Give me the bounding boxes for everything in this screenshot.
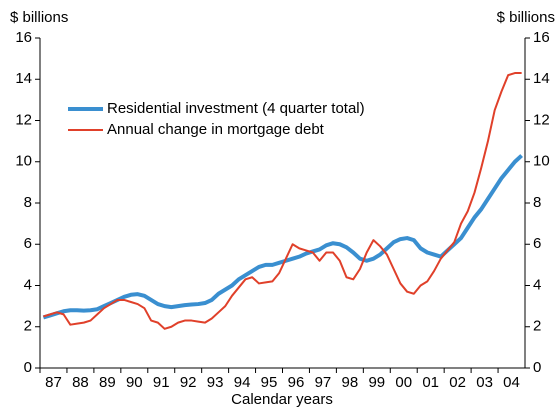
y2-tick-label: 16 [533, 29, 550, 46]
y2-tick-label: 0 [533, 359, 541, 376]
x-tick-label: 91 [153, 374, 170, 391]
y2-tick-label: 14 [533, 70, 550, 87]
y-tick-label: 10 [15, 153, 32, 170]
x-tick-label: 93 [207, 374, 224, 391]
y-tick-label: 8 [24, 194, 32, 211]
y2-tick-label: 6 [533, 235, 541, 252]
y-axis-label: $ billions [10, 9, 68, 26]
x-tick-label: 87 [45, 374, 62, 391]
y2-axis-label: $ billions [497, 9, 555, 26]
x-tick-label: 89 [99, 374, 116, 391]
legend-label: Residential investment (4 quarter total) [107, 100, 365, 117]
series-line [43, 72, 522, 330]
y-tick-label: 16 [15, 29, 32, 46]
y-tick-label: 14 [15, 70, 32, 87]
y-tick-label: 0 [24, 359, 32, 376]
series-line [42, 154, 523, 320]
x-tick-label: 96 [288, 374, 305, 391]
y2-tick-label: 2 [533, 318, 541, 335]
x-axis-label: Calendar years [231, 391, 333, 408]
y2-tick-label: 4 [533, 276, 541, 293]
x-tick-label: 90 [126, 374, 143, 391]
x-tick-label: 00 [395, 374, 412, 391]
legend-label: Annual change in mortgage debt [107, 121, 325, 138]
x-tick-label: 88 [72, 374, 89, 391]
x-tick-label: 04 [503, 374, 520, 391]
x-tick-label: 99 [368, 374, 385, 391]
y2-tick-label: 8 [533, 194, 541, 211]
y-tick-label: 4 [24, 276, 32, 293]
x-tick-label: 02 [449, 374, 466, 391]
x-tick-label: 01 [422, 374, 439, 391]
x-tick-label: 92 [180, 374, 197, 391]
y-tick-label: 2 [24, 318, 32, 335]
x-tick-label: 98 [342, 374, 359, 391]
y-tick-label: 12 [15, 111, 32, 128]
x-tick-label: 03 [476, 374, 493, 391]
x-tick-label: 97 [315, 374, 332, 391]
y2-tick-label: 12 [533, 111, 550, 128]
x-tick-label: 95 [261, 374, 278, 391]
y2-tick-label: 10 [533, 153, 550, 170]
y-tick-label: 6 [24, 235, 32, 252]
x-tick-label: 94 [234, 374, 251, 391]
